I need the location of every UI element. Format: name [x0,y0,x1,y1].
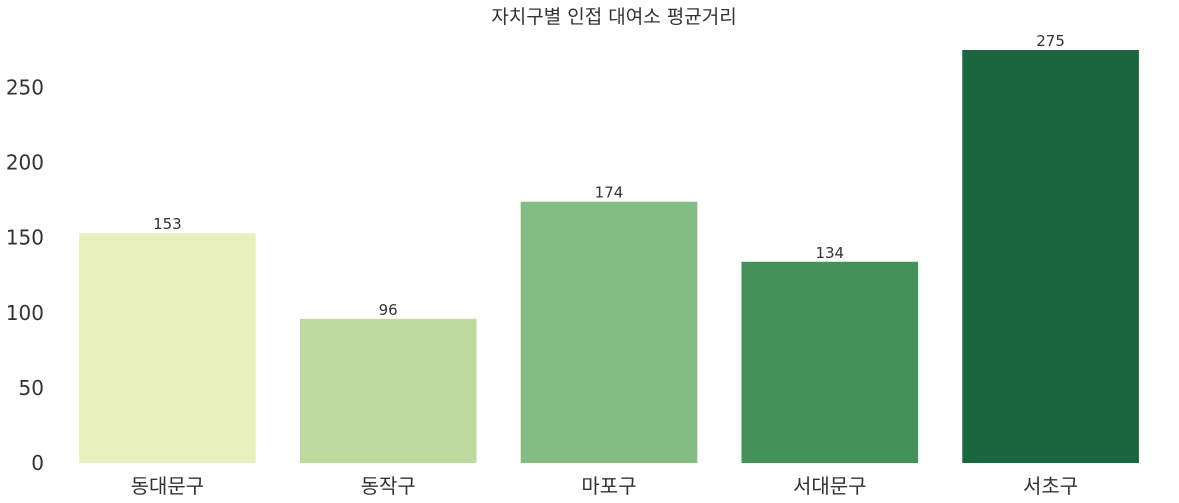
chart-title: 자치구별 인접 대여소 평균거리 [491,6,736,28]
y-tick-label: 150 [6,226,44,250]
bar [79,233,256,463]
y-tick-label: 250 [6,76,44,100]
bar-value-label: 134 [815,244,844,262]
x-tick-label: 동대문구 [131,474,205,498]
data-labels: 153 96 174 134 275 [153,32,1065,319]
y-tick-label: 200 [6,151,44,175]
bars [79,50,1139,463]
bar-value-label: 174 [595,184,624,202]
x-tick-label: 서초구 [1023,474,1078,498]
x-tick-label: 서대문구 [793,474,867,498]
y-tick-label: 0 [31,451,44,475]
bar-value-label: 275 [1036,32,1065,50]
bar [520,201,698,463]
bar-value-label: 153 [153,215,182,233]
x-tick-label: 동작구 [361,474,416,498]
y-tick-label: 50 [19,376,44,400]
x-tick-label: 마포구 [581,474,636,498]
y-tick-label: 100 [6,301,44,325]
bar [741,261,919,463]
bar [299,318,477,463]
bar [962,50,1139,463]
x-axis: 동대문구 동작구 마포구 서대문구 서초구 [131,474,1079,498]
y-axis: 0 50 100 150 200 250 [6,76,44,475]
bar-value-label: 96 [379,301,398,319]
